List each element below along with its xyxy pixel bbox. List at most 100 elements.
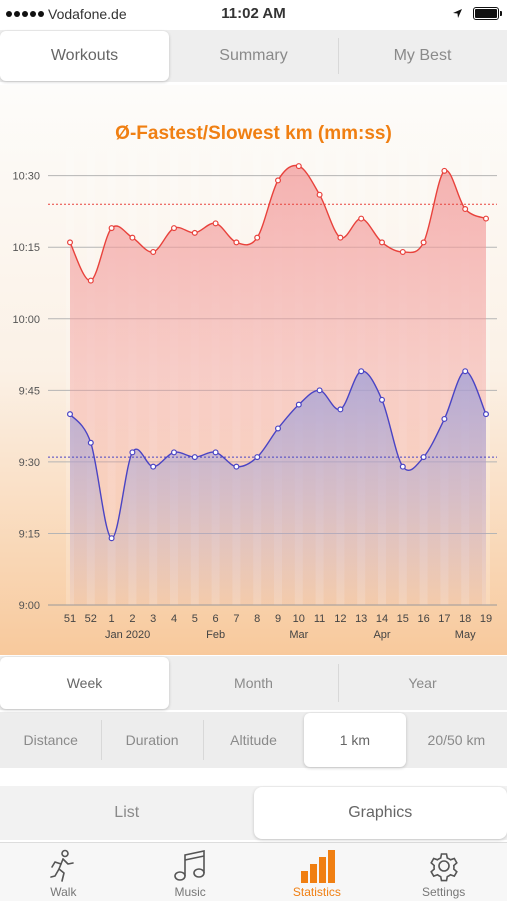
x-tick-label: 2: [129, 613, 135, 625]
x-tick-label: 5: [192, 613, 198, 625]
data-point: [151, 250, 156, 255]
tab-workouts[interactable]: Workouts: [0, 31, 169, 81]
data-point: [338, 235, 343, 240]
data-point: [234, 464, 239, 469]
status-bar: Vodafone.de 11:02 AM: [0, 0, 507, 28]
x-tick-label: 11: [314, 613, 325, 625]
tab-distance[interactable]: Distance: [0, 712, 101, 768]
data-point: [172, 226, 177, 231]
metric-tabs: Distance Duration Altitude 1 km 20/50 km: [0, 712, 507, 768]
tab-month[interactable]: Month: [169, 656, 338, 710]
x-tick-label: 16: [417, 613, 429, 625]
tab-label: 1 km: [340, 732, 370, 748]
data-point: [380, 240, 385, 245]
x-tick-label: 3: [150, 613, 156, 625]
tab-duration[interactable]: Duration: [101, 712, 202, 768]
tab-label: My Best: [394, 47, 452, 65]
data-point: [276, 178, 281, 183]
data-point: [484, 412, 489, 417]
data-point: [172, 450, 177, 455]
tabbar-settings[interactable]: Settings: [380, 843, 507, 901]
y-tick-label: 9:30: [19, 457, 40, 469]
data-point: [109, 536, 114, 541]
tab-graphics[interactable]: Graphics: [254, 787, 507, 839]
tabbar-statistics[interactable]: Statistics: [254, 843, 381, 901]
separator: [0, 770, 507, 786]
y-tick-label: 10:30: [12, 171, 40, 183]
data-point: [463, 207, 468, 212]
tab-label: 20/50 km: [428, 732, 486, 748]
tab-1km[interactable]: 1 km: [304, 713, 405, 767]
data-point: [317, 388, 322, 393]
y-tick-label: 9:15: [19, 528, 40, 540]
data-point: [192, 230, 197, 235]
data-point: [442, 417, 447, 422]
tab-label: Month: [234, 675, 273, 691]
data-point: [255, 235, 260, 240]
y-tick-label: 9:00: [19, 600, 40, 612]
chart-title: Ø-Fastest/Slowest km (mm:ss): [0, 123, 507, 145]
view-tabs: List Graphics: [0, 786, 507, 840]
tab-label: Graphics: [348, 804, 412, 822]
data-point: [463, 369, 468, 374]
month-label: Jan 2020: [105, 629, 150, 641]
tab-label: Workouts: [51, 47, 118, 65]
data-point: [213, 450, 218, 455]
tab-summary[interactable]: Summary: [169, 30, 338, 82]
x-tick-label: 6: [213, 613, 219, 625]
data-point: [380, 397, 385, 402]
tab-my-best[interactable]: My Best: [338, 30, 507, 82]
data-point: [400, 250, 405, 255]
gear-icon: [427, 849, 461, 883]
x-tick-label: 19: [480, 613, 492, 625]
x-tick-label: 7: [233, 613, 239, 625]
tabbar-label: Walk: [50, 885, 76, 899]
music-note-icon: [172, 849, 208, 883]
top-tabs: Workouts Summary My Best: [0, 30, 507, 82]
x-tick-label: 10: [293, 613, 305, 625]
data-point: [130, 235, 135, 240]
tab-altitude[interactable]: Altitude: [203, 712, 304, 768]
tabbar-music[interactable]: Music: [127, 843, 254, 901]
x-tick-label: 1: [109, 613, 115, 625]
walker-icon: [48, 849, 78, 883]
y-tick-label: 10:00: [12, 314, 40, 326]
month-label: Feb: [206, 629, 225, 641]
data-point: [109, 226, 114, 231]
month-label: Mar: [289, 629, 308, 641]
tab-label: List: [114, 804, 139, 822]
tab-20-50km[interactable]: 20/50 km: [406, 712, 507, 768]
tab-list[interactable]: List: [0, 786, 254, 840]
data-point: [192, 455, 197, 460]
data-point: [359, 216, 364, 221]
tab-label: Duration: [126, 732, 179, 748]
data-point: [88, 440, 93, 445]
month-label: May: [455, 629, 476, 641]
data-point: [400, 464, 405, 469]
data-point: [130, 450, 135, 455]
data-point: [442, 168, 447, 173]
x-tick-label: 15: [397, 613, 409, 625]
data-point: [88, 278, 93, 283]
x-tick-label: 17: [438, 613, 450, 625]
tabbar-label: Statistics: [293, 885, 341, 899]
data-point: [255, 455, 260, 460]
x-tick-label: 8: [254, 613, 260, 625]
x-tick-label: 51: [64, 613, 76, 625]
tab-bar: Walk Music Statistics Settings: [0, 842, 507, 901]
data-point: [296, 164, 301, 169]
x-tick-label: 52: [85, 613, 97, 625]
location-arrow-icon: [452, 8, 463, 19]
x-tick-label: 13: [355, 613, 367, 625]
tabbar-walk[interactable]: Walk: [0, 843, 127, 901]
data-point: [317, 192, 322, 197]
tab-year[interactable]: Year: [338, 656, 507, 710]
data-point: [151, 464, 156, 469]
battery-icon: [473, 7, 499, 20]
tab-week[interactable]: Week: [0, 657, 169, 709]
data-point: [421, 240, 426, 245]
tab-label: Year: [408, 675, 436, 691]
x-tick-label: 14: [376, 613, 388, 625]
tabbar-label: Settings: [422, 885, 465, 899]
